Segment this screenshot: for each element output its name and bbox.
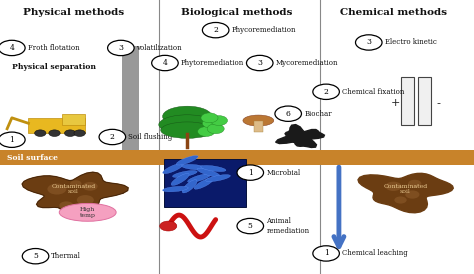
Ellipse shape	[194, 178, 213, 189]
Text: High
temp: High temp	[80, 207, 96, 218]
Circle shape	[0, 132, 25, 147]
Text: Chemical fixation: Chemical fixation	[342, 88, 405, 96]
Ellipse shape	[182, 180, 197, 193]
Ellipse shape	[59, 203, 116, 221]
Circle shape	[77, 195, 94, 205]
Circle shape	[237, 218, 264, 234]
Circle shape	[275, 106, 301, 121]
Text: Chemical leaching: Chemical leaching	[342, 249, 408, 258]
Circle shape	[246, 55, 273, 71]
Ellipse shape	[206, 175, 230, 182]
Ellipse shape	[163, 106, 212, 127]
Circle shape	[210, 116, 228, 125]
Circle shape	[74, 130, 85, 136]
Circle shape	[99, 129, 126, 145]
Ellipse shape	[161, 122, 214, 138]
Text: 1: 1	[324, 249, 328, 258]
Bar	[28, 118, 85, 133]
Circle shape	[0, 40, 25, 56]
Circle shape	[49, 130, 60, 136]
Text: Thermal: Thermal	[51, 252, 81, 260]
Text: Froth flotation: Froth flotation	[28, 44, 80, 52]
Polygon shape	[276, 125, 324, 147]
Text: Chemical methods: Chemical methods	[340, 8, 447, 17]
Text: 2: 2	[324, 88, 328, 96]
Text: -: -	[436, 98, 440, 108]
Text: 1: 1	[248, 169, 253, 177]
Ellipse shape	[159, 115, 216, 135]
Ellipse shape	[182, 164, 207, 170]
Circle shape	[201, 113, 218, 123]
Text: Soil surface: Soil surface	[7, 153, 58, 162]
Ellipse shape	[171, 173, 189, 185]
Text: 3: 3	[366, 38, 371, 47]
Circle shape	[152, 55, 178, 71]
Circle shape	[160, 221, 177, 231]
Polygon shape	[358, 173, 453, 213]
Bar	[401, 77, 414, 125]
Text: +: +	[391, 98, 401, 108]
Text: 4: 4	[163, 59, 167, 67]
Text: 1: 1	[9, 136, 14, 144]
Text: 2: 2	[213, 26, 218, 34]
Text: 2: 2	[110, 133, 115, 141]
Circle shape	[22, 249, 49, 264]
Text: Contaminated
soil: Contaminated soil	[383, 184, 428, 195]
Circle shape	[385, 182, 401, 191]
Ellipse shape	[188, 174, 210, 182]
Text: Phycoremediation: Phycoremediation	[231, 26, 296, 34]
Ellipse shape	[197, 168, 220, 177]
Text: Contaminated
soil: Contaminated soil	[51, 184, 96, 195]
Text: 3: 3	[257, 59, 262, 67]
Text: Soil flushing: Soil flushing	[128, 133, 172, 141]
Text: Phytoremediation: Phytoremediation	[181, 59, 244, 67]
Circle shape	[198, 127, 215, 136]
Text: Microbial: Microbial	[266, 169, 301, 177]
Text: Biochar: Biochar	[304, 110, 332, 118]
Circle shape	[237, 165, 264, 180]
Ellipse shape	[201, 165, 226, 172]
Text: Animal
remediation: Animal remediation	[266, 218, 310, 235]
Circle shape	[35, 130, 46, 136]
Text: 4: 4	[9, 44, 14, 52]
Circle shape	[108, 40, 134, 56]
Circle shape	[202, 22, 229, 38]
Circle shape	[313, 246, 339, 261]
Circle shape	[202, 118, 219, 128]
Text: 3: 3	[118, 44, 123, 52]
Bar	[164, 159, 246, 207]
Bar	[0, 150, 474, 165]
Text: volatilization: volatilization	[137, 44, 182, 52]
Circle shape	[394, 196, 407, 204]
Polygon shape	[22, 172, 128, 219]
Circle shape	[82, 182, 98, 191]
Circle shape	[207, 124, 224, 134]
Circle shape	[405, 190, 419, 199]
Ellipse shape	[163, 163, 183, 174]
Circle shape	[64, 130, 76, 136]
Bar	[254, 121, 263, 132]
Circle shape	[70, 180, 82, 187]
Bar	[62, 114, 85, 125]
Circle shape	[313, 84, 339, 99]
Bar	[418, 77, 431, 125]
Bar	[122, 46, 139, 150]
Text: Mycoremediation: Mycoremediation	[276, 59, 338, 67]
Text: Physical separation: Physical separation	[12, 63, 96, 71]
Ellipse shape	[163, 186, 188, 192]
Text: Physical methods: Physical methods	[23, 8, 124, 17]
Text: Biological methods: Biological methods	[182, 8, 292, 17]
Text: Electro kinetic: Electro kinetic	[385, 38, 437, 47]
Circle shape	[356, 35, 382, 50]
Ellipse shape	[173, 170, 197, 178]
Circle shape	[408, 180, 421, 187]
Ellipse shape	[176, 156, 198, 165]
Circle shape	[59, 201, 73, 210]
Text: 6: 6	[286, 110, 291, 118]
Circle shape	[47, 184, 66, 195]
Text: 5: 5	[248, 222, 253, 230]
Ellipse shape	[243, 115, 274, 126]
Text: 5: 5	[33, 252, 38, 260]
